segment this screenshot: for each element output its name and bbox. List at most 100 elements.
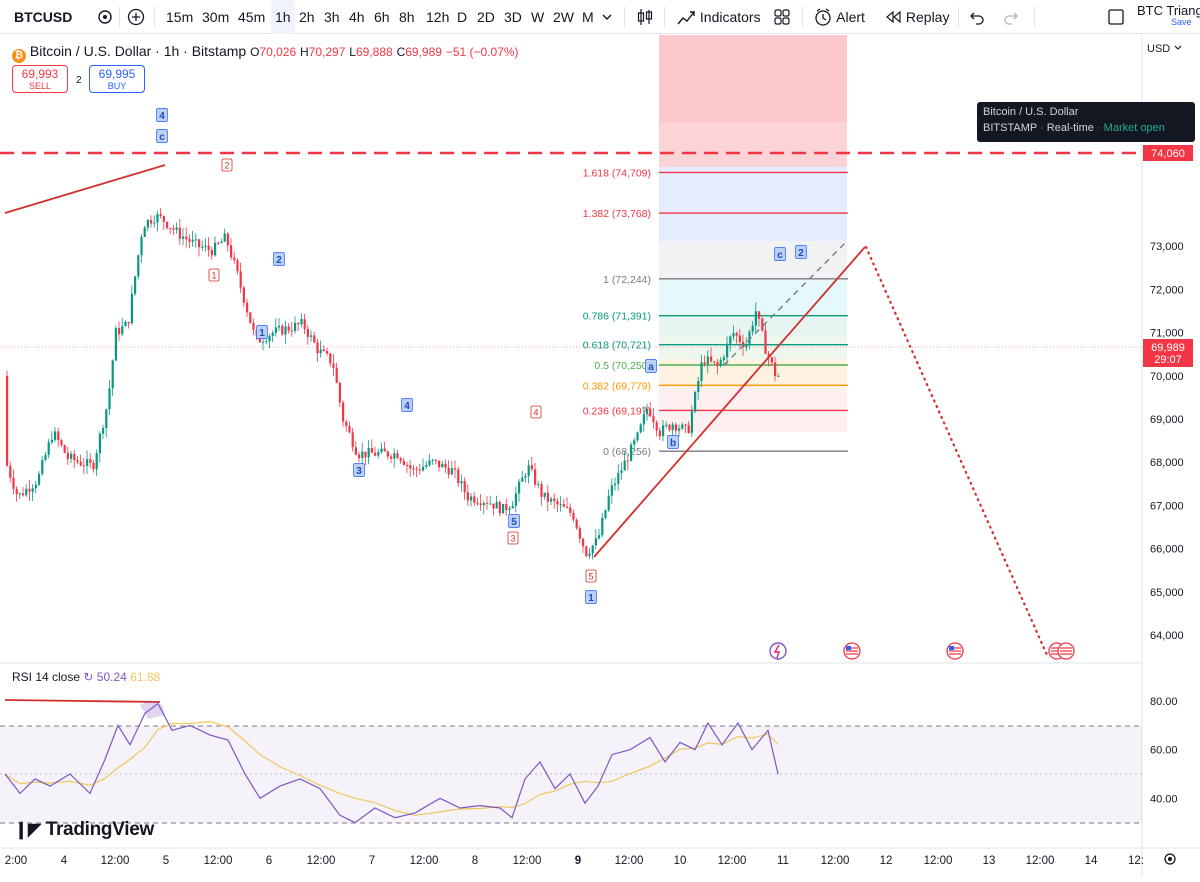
compare-icon[interactable]	[96, 0, 114, 34]
time-tick: 12:00	[307, 855, 336, 867]
alert-button[interactable]: Alert	[813, 0, 865, 34]
candle-body	[143, 227, 146, 237]
time-tick: 12:00	[204, 855, 233, 867]
buy-button[interactable]: 69,995 BUY	[89, 65, 145, 93]
rsi-label: RSI 14 close	[12, 670, 81, 684]
us-flag-event-icon[interactable]	[946, 642, 964, 660]
candle-body	[454, 468, 457, 470]
candle-body	[105, 409, 108, 428]
candle-body	[572, 512, 575, 520]
candle-body	[758, 311, 761, 319]
timeframe-3D[interactable]: 3D	[504, 9, 522, 25]
tradingview-logo[interactable]: ❙◤ TradingView	[14, 819, 154, 840]
rsi-tick: 60.00	[1150, 745, 1178, 757]
us-flag-event-icon[interactable]	[843, 642, 861, 660]
candle-body	[518, 481, 521, 494]
candle-body	[591, 545, 594, 554]
trendline-support[interactable]	[593, 246, 866, 558]
add-symbol-icon[interactable]	[127, 0, 145, 34]
price-axis[interactable]: 73,000 72,000 71,000 70,000 69,000 68,000 67,0…	[1150, 241, 1184, 642]
timeframe-12h[interactable]: 12h	[426, 9, 450, 25]
channel-line[interactable]	[723, 239, 849, 366]
price-tick: 69,000	[1150, 414, 1184, 426]
candle-body	[358, 454, 361, 459]
trendline-top[interactable]	[4, 164, 166, 214]
timeframe-2h[interactable]: 2h	[299, 9, 315, 25]
rsi-legend[interactable]: RSI 14 close ↻ 50.24 61.88	[12, 670, 160, 684]
candle-body	[150, 219, 153, 224]
currency-selector[interactable]: USD	[1147, 43, 1183, 55]
timeframe-1h[interactable]: 1h	[271, 0, 295, 34]
events-row[interactable]	[769, 642, 1075, 660]
chart-area[interactable]: 1.618 (74,709) 1.382 (73,768) 1 (72,244) 0.…	[0, 35, 1200, 877]
timeframe-dropdown-chevron-icon[interactable]	[601, 0, 613, 34]
sell-button[interactable]: 69,993 SELL	[12, 65, 68, 93]
fib-retracement[interactable]: 1.618 (74,709) 1.382 (73,768) 1 (72,244) 0.…	[583, 35, 848, 458]
wave-label-red: 1	[211, 271, 216, 281]
timeframe-3h[interactable]: 3h	[324, 9, 340, 25]
time-axis[interactable]: 2:00 4 12:00 5 12:00 6 12:00 7 12:00 8 12:00 9 12:00…	[5, 855, 1144, 867]
candle-body	[25, 488, 28, 496]
time-tick: 12:	[1128, 855, 1144, 867]
candle-body	[380, 448, 383, 453]
wave-label-blue-box	[645, 359, 657, 373]
templates-grid-icon[interactable]	[773, 0, 791, 34]
candle-body	[214, 242, 217, 256]
timeframe-8h[interactable]: 8h	[399, 9, 415, 25]
timeframe-2W[interactable]: 2W	[553, 9, 574, 25]
price-tick: 73,000	[1150, 241, 1184, 253]
candle-body	[425, 465, 428, 467]
elliott-wave-labels[interactable]: 4 c 2 1 4 3 5 1 a b c 2 2 1 4 3 5	[156, 108, 807, 605]
wave-label-blue: 5	[511, 517, 517, 528]
candle-body	[326, 350, 329, 354]
timeframe-15m[interactable]: 15m	[166, 9, 194, 25]
symbol-search[interactable]: BTCUSD	[14, 9, 73, 25]
timeframe-D[interactable]: D	[457, 9, 468, 25]
undo-icon[interactable]	[968, 0, 986, 34]
candle-body	[338, 382, 341, 403]
timeframe-45m[interactable]: 45m	[238, 9, 266, 25]
candle-body	[514, 493, 517, 506]
candle-body	[610, 485, 613, 496]
candle-body	[73, 453, 76, 461]
candle-body	[153, 222, 156, 224]
projection-path[interactable]	[864, 245, 1049, 657]
time-tick: 11	[777, 855, 789, 867]
candle-body	[252, 322, 255, 330]
wave-label-blue: b	[670, 438, 676, 449]
tooltip-feed: Real-time	[1046, 122, 1094, 134]
timeframe-W[interactable]: W	[531, 9, 545, 25]
timeframe-4h[interactable]: 4h	[349, 9, 365, 25]
layout-name[interactable]: BTC Triang	[1137, 3, 1200, 18]
candle-body	[89, 459, 92, 463]
candle-body	[505, 503, 508, 510]
price-chart-canvas[interactable]: 1.618 (74,709) 1.382 (73,768) 1 (72,244) 0.…	[0, 35, 1200, 877]
timeframe-6h[interactable]: 6h	[374, 9, 390, 25]
open-label: O	[250, 45, 260, 59]
candle-body	[678, 428, 681, 431]
timeframe-2D[interactable]: 2D	[477, 9, 495, 25]
candle-body	[508, 508, 511, 510]
timeframe-30m[interactable]: 30m	[202, 9, 230, 25]
sell-label: SELL	[28, 81, 52, 91]
candles-chart-type-icon[interactable]	[636, 0, 654, 34]
rsi-divergence-line[interactable]	[4, 699, 161, 703]
layout-save-link[interactable]: Save	[1171, 17, 1192, 27]
candle-body	[34, 484, 37, 489]
candle-body	[390, 456, 393, 459]
legend-title[interactable]: Bitcoin / U.S. Dollar · 1h · Bitstamp	[29, 43, 247, 59]
candle-body	[367, 448, 370, 458]
redo-icon[interactable]	[1002, 0, 1020, 34]
candle-body	[54, 431, 57, 440]
candle-body	[188, 239, 191, 242]
layout-icon[interactable]	[1107, 0, 1125, 34]
rsi-refresh-icon[interactable]: ↻	[83, 670, 94, 684]
replay-button[interactable]: Replay	[884, 0, 949, 34]
rsi-pane[interactable]: 80.00 60.00 40.00	[0, 696, 1178, 824]
indicators-button[interactable]: Indicators	[676, 0, 761, 34]
timeframe-M[interactable]: M	[582, 9, 594, 25]
us-flag-event-icon[interactable]	[1057, 642, 1075, 660]
candle-body	[652, 415, 655, 423]
settings-gear-icon[interactable]	[1164, 853, 1176, 865]
earnings-bolt-icon[interactable]	[769, 642, 787, 660]
